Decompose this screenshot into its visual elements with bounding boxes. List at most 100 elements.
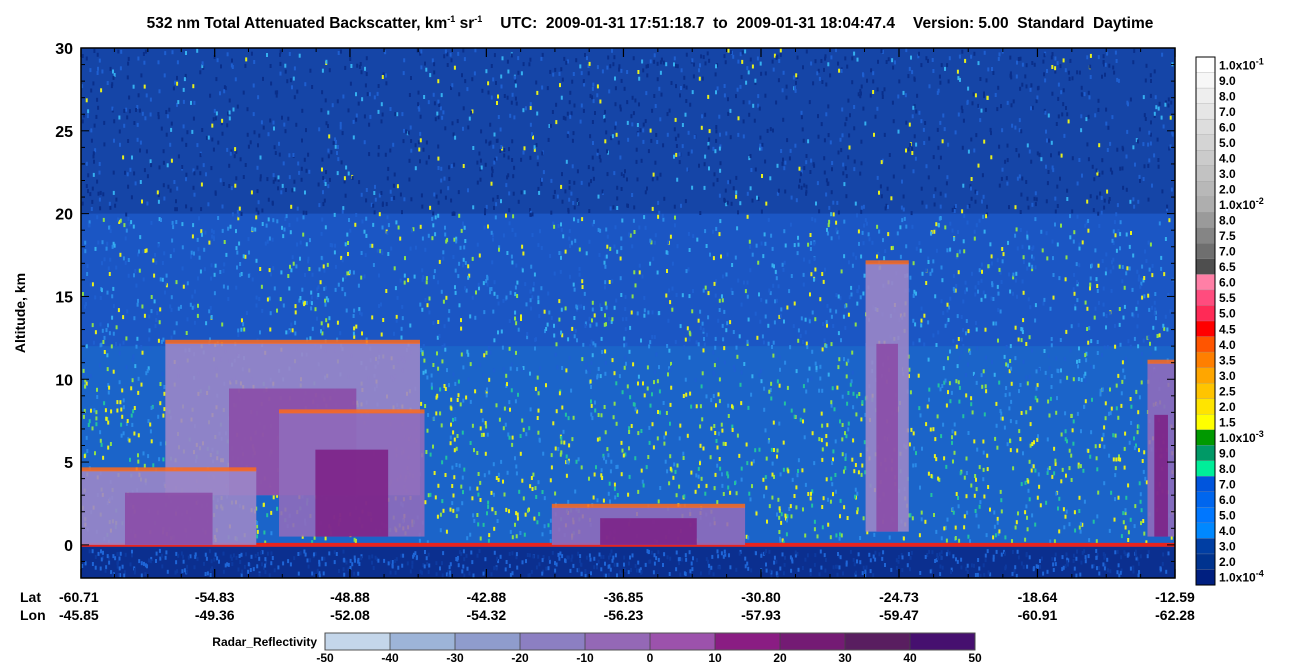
colorbar-swatch xyxy=(1195,305,1216,322)
colorbar-swatch xyxy=(1195,351,1216,369)
colorbar-label: 5.5 xyxy=(1219,291,1236,305)
lon-tick-label: -62.28 xyxy=(1155,607,1195,623)
y-tick-label: 0 xyxy=(64,538,73,555)
colorbar-swatch xyxy=(1195,87,1216,105)
colorbar-label: 1.0x10-2 xyxy=(1219,196,1264,212)
colorbar-swatch xyxy=(1195,429,1216,446)
radar-swatch xyxy=(780,633,846,650)
colorbar-swatch xyxy=(1195,460,1216,477)
lat-tick-label: -24.73 xyxy=(879,589,919,605)
radar-swatch xyxy=(910,633,976,650)
colorbar-label: 7.0 xyxy=(1219,478,1236,492)
lon-tick-label: -56.23 xyxy=(604,607,644,623)
y-tick-label: 5 xyxy=(64,455,73,472)
lat-tick-label: -18.64 xyxy=(1018,589,1058,605)
colorbar-swatch xyxy=(1195,196,1216,213)
cloud-features xyxy=(81,260,1175,545)
colorbar-swatch xyxy=(1195,476,1216,493)
colorbar-swatch xyxy=(1195,320,1216,338)
colorbar-label: 4.0 xyxy=(1219,151,1236,165)
lon-tick-label: -57.93 xyxy=(741,607,781,623)
colorbar-label: 7.0 xyxy=(1219,105,1236,119)
colorbar-label: 3.0 xyxy=(1219,540,1236,554)
y-tick-label: 30 xyxy=(55,41,73,58)
y-tick-label: 20 xyxy=(55,207,73,224)
radar-tick-label: -20 xyxy=(511,651,529,665)
colorbar-label: 6.0 xyxy=(1219,493,1236,507)
colorbar-label: 3.0 xyxy=(1219,167,1236,181)
colorbar-label: 9.0 xyxy=(1219,74,1236,88)
colorbar-swatch xyxy=(1195,150,1216,167)
radar-tick-label: 40 xyxy=(903,651,917,665)
colorbar-swatch xyxy=(1195,507,1216,524)
colorbar-label: 4.0 xyxy=(1219,524,1236,538)
colorbar-label: 7.5 xyxy=(1219,229,1236,243)
lat-tick-label: -36.85 xyxy=(604,589,644,605)
colorbar-swatch xyxy=(1195,445,1216,462)
feature-edge-convection xyxy=(1147,359,1175,537)
colorbar-label: 2.0 xyxy=(1219,555,1236,569)
colorbar-label: 4.0 xyxy=(1219,338,1236,352)
radar-tick-label: 10 xyxy=(708,651,722,665)
colorbar-swatch xyxy=(1195,258,1216,275)
radar-label: Radar_Reflectivity xyxy=(212,635,317,649)
colorbar-label: 2.0 xyxy=(1219,400,1236,414)
radar-tick-label: 50 xyxy=(968,651,982,665)
lon-tick-label: -52.08 xyxy=(330,607,370,623)
colorbar-label: 1.0x10-1 xyxy=(1219,56,1264,72)
lat-tick-label: -54.83 xyxy=(195,589,235,605)
colorbar-label: 7.0 xyxy=(1219,245,1236,259)
lon-tick-label: -59.47 xyxy=(879,607,919,623)
colorbar-swatch xyxy=(1195,367,1216,384)
colorbar-swatch xyxy=(1195,56,1216,74)
radar-tick-label: -30 xyxy=(446,651,464,665)
lon-tick-label: -45.85 xyxy=(59,607,99,623)
colorbar-label: 1.0x10-3 xyxy=(1219,429,1264,445)
lat-axis-label: Lat xyxy=(20,589,41,605)
lon-tick-label: -60.91 xyxy=(1018,607,1058,623)
lat-tick-label: -60.71 xyxy=(59,589,99,605)
colorbar-label: 8.0 xyxy=(1219,214,1236,228)
colorbar-swatch xyxy=(1195,538,1216,555)
colorbar-swatch xyxy=(1195,212,1216,229)
y-axis-label: Altitude, km xyxy=(12,273,28,353)
colorbar-label: 2.5 xyxy=(1219,384,1236,398)
colorbar-swatch xyxy=(1195,103,1216,120)
feature-convective-core-left xyxy=(279,409,425,537)
radar-tick-label: 20 xyxy=(773,651,787,665)
colorbar-swatch xyxy=(1195,118,1216,136)
colorbar-swatch xyxy=(1195,289,1216,307)
y-tick-label: 15 xyxy=(55,289,73,306)
colorbar-swatch xyxy=(1195,165,1216,182)
radar-swatch xyxy=(715,633,781,650)
colorbar-label: 4.5 xyxy=(1219,322,1236,336)
lat-tick-label: -42.88 xyxy=(467,589,507,605)
radar-tick-label: 30 xyxy=(838,651,852,665)
radar-tick-label: -10 xyxy=(576,651,594,665)
colorbar-swatch xyxy=(1195,72,1216,89)
colorbar-swatch xyxy=(1195,243,1216,260)
feature-low-clouds-mid xyxy=(551,503,746,545)
colorbar-label: 3.5 xyxy=(1219,353,1236,367)
radar-swatch xyxy=(325,633,391,650)
colorbar-swatch xyxy=(1195,382,1216,400)
plot-area xyxy=(80,47,1176,579)
chart-title: 532 nm Total Attenuated Backscatter, km-… xyxy=(146,14,1154,33)
colorbar-label: 3.0 xyxy=(1219,369,1236,383)
colorbar-swatch xyxy=(1195,336,1216,353)
lat-tick-label: -12.59 xyxy=(1155,589,1195,605)
radar-reflectivity-colorbar: -50 -40 -30 -20 -10 0 10 20 30 40 50 Radar_Reflecti… xyxy=(212,632,982,665)
radar-swatch xyxy=(650,633,716,650)
lon-tick-label: -49.36 xyxy=(195,607,235,623)
colorbar-swatch xyxy=(1195,569,1216,586)
radar-tick-label: -50 xyxy=(316,651,334,665)
lat-tick-label: -48.88 xyxy=(330,589,370,605)
lat-tick-label: -30.80 xyxy=(741,589,781,605)
y-tick-label: 10 xyxy=(55,372,73,389)
colorbar-swatch xyxy=(1195,491,1216,508)
radar-swatch xyxy=(845,633,911,650)
y-tick-label: 25 xyxy=(55,124,73,141)
colorbar-label: 6.5 xyxy=(1219,260,1236,274)
y-axis: 30 25 20 15 10 5 0 Altitude, km xyxy=(12,41,1175,579)
